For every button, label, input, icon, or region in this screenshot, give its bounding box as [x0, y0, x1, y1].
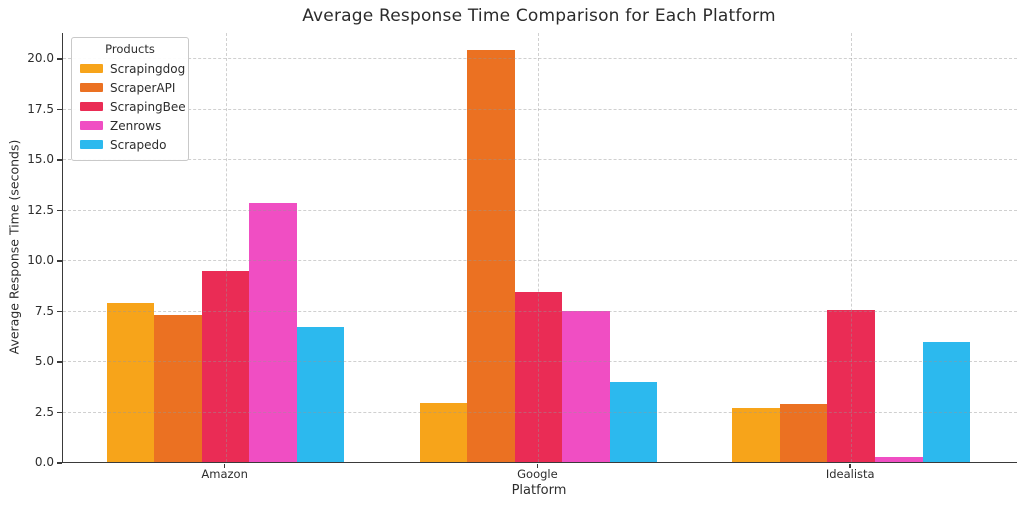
y-tick-mark	[56, 462, 62, 464]
legend-item-zenrows: Zenrows	[78, 116, 182, 135]
bar-amazon-scraperapi	[154, 314, 202, 462]
y-tick-mark	[56, 411, 62, 414]
bar-idealista-scrapingbee	[827, 309, 875, 462]
legend-item-scraperapi: ScraperAPI	[78, 78, 182, 97]
y-tick-label-15: 15.0	[27, 152, 54, 167]
bars-layer	[63, 33, 1017, 462]
x-tick-label-google: Google	[517, 467, 558, 481]
y-tick-label-0: 0.0	[34, 455, 54, 469]
legend-label: ScrapingBee	[110, 99, 186, 114]
bar-idealista-scraperapi	[779, 404, 828, 462]
legend-label: Scrapedo	[110, 137, 167, 152]
chart-title: Average Response Time Comparison for Eac…	[302, 6, 776, 26]
legend-item-scrapingbee: ScrapingBee	[78, 97, 186, 116]
y-tick-mark	[56, 108, 62, 111]
legend-swatch-icon	[80, 64, 103, 73]
legend-title: Products	[105, 42, 155, 56]
bar-google-scrapingbee	[514, 292, 563, 462]
bar-google-zenrows	[562, 310, 610, 462]
y-tick-label-7.5: 7.5	[34, 303, 54, 318]
bar-idealista-zenrows	[874, 456, 923, 462]
legend-swatch-icon	[80, 102, 103, 111]
y-tick-mark	[56, 260, 62, 262]
legend-swatch-icon	[80, 121, 103, 130]
legend-swatch-icon	[80, 140, 103, 149]
bar-google-scrapingdog	[419, 403, 468, 462]
y-tick-mark	[56, 310, 62, 313]
y-tick-label-12.5: 12.5	[27, 202, 54, 217]
legend-item-scrapingdog: Scrapingdog	[78, 59, 186, 78]
bar-google-scraperapi	[467, 50, 515, 462]
bar-idealista-scrapingdog	[732, 407, 780, 462]
legend-swatch-icon	[80, 83, 103, 92]
y-tick-label-20: 20.0	[27, 51, 54, 66]
y-tick-label-5: 5.0	[34, 354, 54, 369]
y-tick-mark	[56, 159, 62, 161]
x-tick-label-idealista: Idealista	[825, 467, 875, 481]
legend-label: Scrapingdog	[110, 61, 186, 76]
plot-area: Products Scrapingdog ScraperAPI ScrapingBe…	[62, 33, 1017, 463]
bar-idealista-scrapedo	[922, 341, 971, 462]
legend: Products Scrapingdog ScraperAPI ScrapingBe…	[71, 37, 189, 161]
x-axis-label: Platform	[511, 483, 567, 498]
legend-label: Zenrows	[110, 118, 162, 133]
legend-item-scrapedo: Scrapedo	[78, 135, 182, 154]
x-tick-mark	[536, 463, 539, 468]
bar-amazon-scrapingbee	[201, 271, 250, 462]
bar-google-scrapedo	[609, 382, 658, 462]
y-tick-mark	[56, 58, 62, 60]
x-tick-mark	[849, 463, 851, 468]
legend-label: ScraperAPI	[110, 80, 176, 95]
x-tick-label-amazon: Amazon	[201, 467, 248, 481]
y-tick-label-2.5: 2.5	[34, 404, 54, 419]
legend-items: Scrapingdog ScraperAPI ScrapingBee Zenrows S…	[78, 59, 186, 154]
bar-amazon-zenrows	[249, 202, 297, 462]
y-tick-mark	[56, 361, 62, 363]
x-tick-mark	[223, 463, 226, 468]
bar-amazon-scrapingdog	[106, 302, 155, 462]
y-axis-label: Average Response Time (seconds)	[6, 139, 22, 355]
y-tick-label-10: 10.0	[27, 253, 54, 268]
y-tick-label-17.5: 17.5	[27, 101, 54, 116]
y-tick-mark	[56, 209, 62, 212]
bar-amazon-scrapedo	[296, 326, 345, 462]
